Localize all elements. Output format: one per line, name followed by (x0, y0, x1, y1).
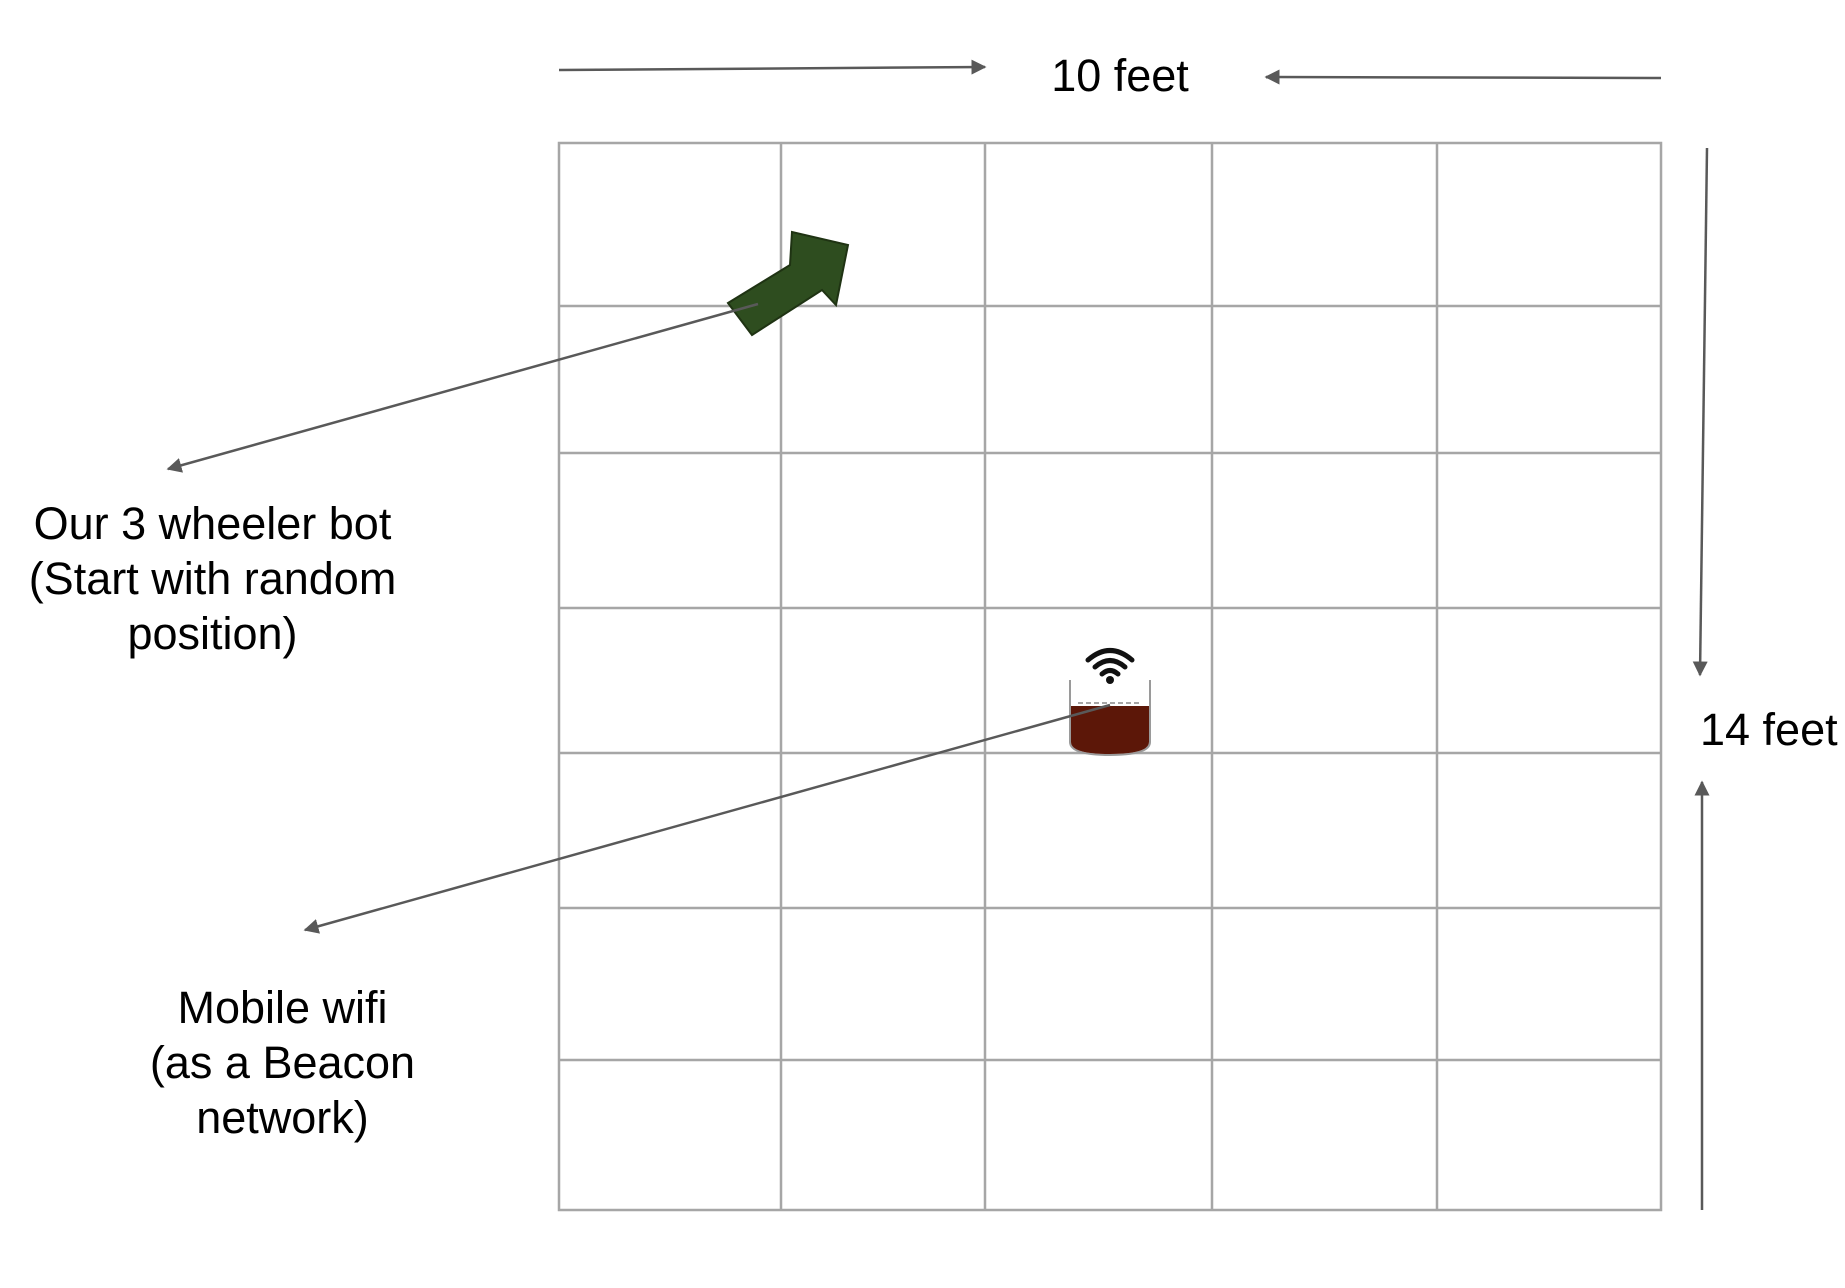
bot-caption: Our 3 wheeler bot (Start with random pos… (0, 496, 425, 661)
grid-border (557, 141, 1663, 1212)
bot-caption-line: (Start with random (28, 553, 397, 604)
height-dimension-arrow-top (1692, 147, 1709, 677)
wifi-caption-line: Mobile wifi (177, 982, 388, 1033)
wifi-caption: Mobile wifi (as a Beacon network) (120, 980, 445, 1145)
wifi-callout-arrow (303, 703, 1111, 934)
height-dimension-label: 14 feet (1700, 704, 1838, 755)
wifi-signal-icon (1085, 648, 1135, 677)
width-dimension-label: 10 feet (1051, 50, 1189, 101)
wifi-caption-line: network) (196, 1092, 369, 1143)
bot-direction-arrow-icon (726, 230, 850, 337)
bot-caption-line: Our 3 wheeler bot (33, 498, 392, 549)
width-dimension-arrow-left (558, 59, 987, 75)
width-dimension-arrow-right (1264, 69, 1662, 85)
bot-caption-line: position) (127, 608, 298, 659)
wifi-beacon-icon (1069, 648, 1151, 757)
bot-callout-arrow (166, 302, 759, 473)
wifi-caption-line: (as a Beacon (149, 1037, 416, 1088)
